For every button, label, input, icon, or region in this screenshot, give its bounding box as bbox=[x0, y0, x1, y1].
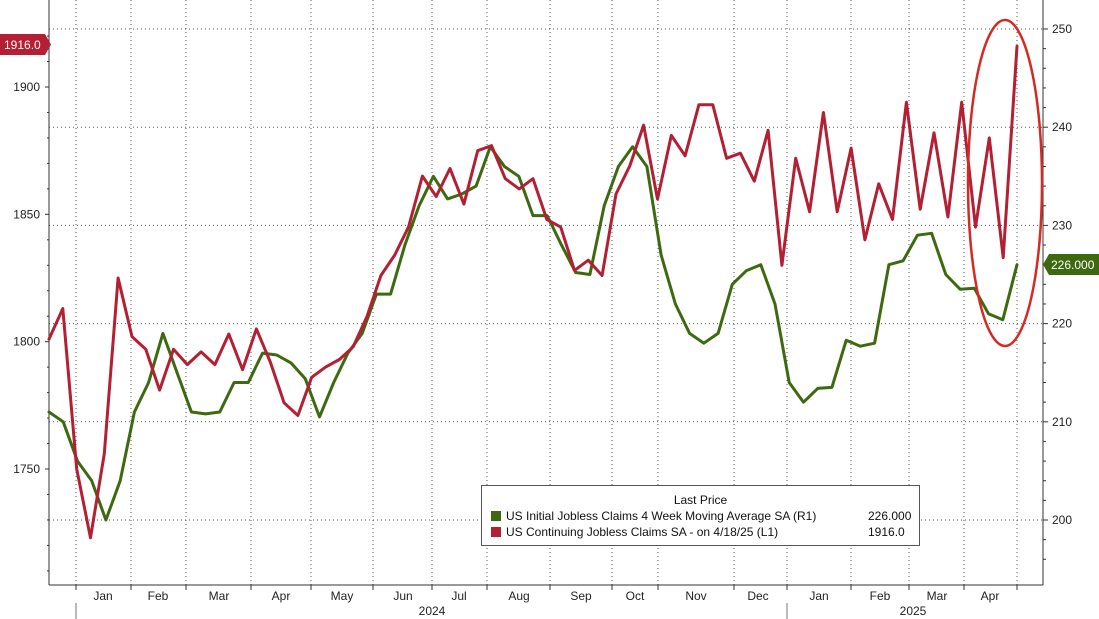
continuing-claims-line bbox=[47, 44, 1019, 540]
x-tick-label: Mar bbox=[927, 589, 948, 603]
right-tick-label: 220 bbox=[1052, 317, 1072, 331]
left-value-tag: 1916.0 bbox=[0, 34, 51, 55]
highlight-ellipse bbox=[966, 18, 1044, 348]
x-tick-label: Mar bbox=[209, 589, 230, 603]
right-tick-label: 210 bbox=[1052, 415, 1072, 429]
x-tick-label: Feb bbox=[870, 589, 891, 603]
gridlines bbox=[49, 0, 1043, 585]
right-value-tag-text: 226.000 bbox=[1051, 258, 1095, 272]
x-tick-label: Jun bbox=[393, 589, 412, 603]
legend-label: US Initial Jobless Claims 4 Week Moving … bbox=[506, 509, 817, 523]
series-layer bbox=[47, 44, 1019, 540]
legend-entry-continuing-claims: US Continuing Jobless Claims SA - on 4/1… bbox=[482, 524, 919, 540]
x-axis-ticks: Jan Feb Mar Apr May Jun Jul Aug Sep Oct Nov Dec Jan F… bbox=[75, 585, 1018, 603]
legend-swatch-green bbox=[491, 511, 501, 521]
legend-title: Last Price bbox=[673, 493, 728, 507]
left-tick-label: 1900 bbox=[13, 80, 40, 94]
x-tick-label: Dec bbox=[747, 589, 768, 603]
legend-value: 1916.0 bbox=[868, 525, 905, 539]
year-label: 2024 bbox=[419, 604, 446, 618]
x-tick-label: Apr bbox=[981, 589, 1000, 603]
legend: Last Price US Initial Jobless Claims 4 W… bbox=[481, 485, 920, 546]
right-tick-label: 200 bbox=[1052, 513, 1072, 527]
left-axis-ticks: 1750 1800 1850 1900 bbox=[13, 35, 49, 572]
x-tick-label: Oct bbox=[626, 589, 645, 603]
legend-entry-initial-claims: US Initial Jobless Claims 4 Week Moving … bbox=[482, 508, 919, 524]
x-tick-label: Apr bbox=[272, 589, 291, 603]
axes bbox=[48, 0, 1044, 619]
left-value-tag-text: 1916.0 bbox=[4, 38, 41, 52]
left-tick-label: 1850 bbox=[13, 207, 40, 221]
legend-value: 226.000 bbox=[868, 509, 912, 523]
right-value-tag: 226.000 bbox=[1043, 254, 1099, 275]
x-tick-label: Feb bbox=[148, 589, 169, 603]
x-tick-label: Sep bbox=[570, 589, 592, 603]
x-tick-label: Jan bbox=[809, 589, 828, 603]
right-tick-label: 250 bbox=[1052, 22, 1072, 36]
left-tick-label: 1750 bbox=[13, 462, 40, 476]
legend-label: US Continuing Jobless Claims SA - on 4/1… bbox=[506, 525, 779, 539]
x-tick-label: Nov bbox=[685, 589, 706, 603]
year-labels: 2024 2025 bbox=[419, 604, 927, 618]
legend-swatch-red bbox=[491, 527, 501, 537]
x-tick-label: May bbox=[331, 589, 354, 603]
x-tick-label: Aug bbox=[508, 589, 529, 603]
initial-claims-line bbox=[47, 145, 1019, 522]
left-tick-label: 1800 bbox=[13, 335, 40, 349]
right-tick-label: 230 bbox=[1052, 218, 1072, 232]
x-tick-label: Jan bbox=[93, 589, 112, 603]
x-tick-label: Jul bbox=[451, 589, 466, 603]
year-label: 2025 bbox=[900, 604, 927, 618]
right-tick-label: 240 bbox=[1052, 120, 1072, 134]
right-axis-ticks: 200 210 220 230 240 250 bbox=[1043, 22, 1072, 560]
